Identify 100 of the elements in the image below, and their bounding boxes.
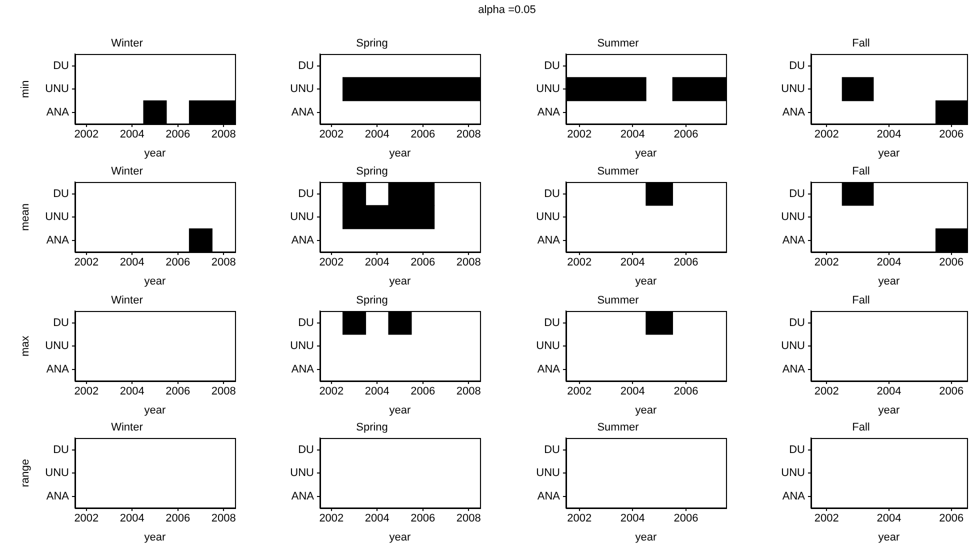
x-tick-label: 2006 xyxy=(939,386,964,398)
x-tick-label: 2008 xyxy=(211,256,236,269)
chart-title: Winter xyxy=(111,166,144,178)
x-tick-label: 2006 xyxy=(674,386,698,398)
y-tick-label: ANA xyxy=(291,363,315,376)
x-tick-label: 2004 xyxy=(364,512,390,525)
x-axis-title: year xyxy=(878,275,900,288)
x-tick-label: 2004 xyxy=(120,512,144,525)
y-tick-label: ANA xyxy=(46,106,70,118)
x-tick-label: 2004 xyxy=(876,512,902,525)
y-tick-label: DU xyxy=(53,188,70,200)
x-tick-label: 2008 xyxy=(456,256,481,269)
x-tick-label: 2006 xyxy=(166,256,190,269)
x-tick-label: 2002 xyxy=(814,386,839,398)
x-tick-label: 2006 xyxy=(674,256,698,269)
x-tick-label: 2004 xyxy=(120,128,144,141)
chart-title: Fall xyxy=(852,294,870,307)
y-tick-label: UNU xyxy=(290,83,314,96)
x-tick-label: 2008 xyxy=(456,386,481,398)
y-tick-label: ANA xyxy=(291,490,315,502)
x-tick-label: 2002 xyxy=(74,512,99,525)
y-tick-label: ANA xyxy=(537,490,561,502)
y-tick-label: DU xyxy=(53,60,70,72)
y-tick-label: ANA xyxy=(782,106,806,118)
chart-title: Spring xyxy=(356,422,388,434)
chart-title: Spring xyxy=(356,166,388,178)
y-tick-label: ANA xyxy=(782,363,806,376)
x-tick-label: 2006 xyxy=(939,512,964,525)
x-tick-label: 2004 xyxy=(364,256,390,269)
chart-title: Summer xyxy=(597,166,640,178)
y-tick-label: UNU xyxy=(290,211,314,224)
y-tick-label: DU xyxy=(298,316,314,329)
y-tick-label: DU xyxy=(544,60,560,72)
y-tick-label: DU xyxy=(544,444,560,456)
x-tick-label: 2002 xyxy=(567,128,592,141)
x-tick-label: 2006 xyxy=(939,128,964,141)
x-tick-label: 2004 xyxy=(120,386,144,398)
y-tick-label: ANA xyxy=(291,234,315,246)
y-tick-label: ANA xyxy=(291,106,315,118)
x-tick-label: 2008 xyxy=(456,128,481,141)
y-tick-label: UNU xyxy=(781,211,806,224)
y-tick-label: DU xyxy=(789,188,806,200)
text: alpha =0.05 xyxy=(477,4,537,16)
x-tick-label: 2006 xyxy=(166,386,190,398)
x-tick-label: 2002 xyxy=(74,256,99,269)
x-axis-title: year xyxy=(389,404,412,416)
x-tick-label: 2002 xyxy=(74,128,99,141)
x-axis-title: year xyxy=(878,404,900,416)
y-tick-label: UNU xyxy=(45,467,70,480)
x-axis-title: year xyxy=(389,275,412,288)
x-axis-title: year xyxy=(144,404,166,416)
y-tick-label: UNU xyxy=(536,467,560,480)
x-tick-label: 2006 xyxy=(410,128,436,141)
x-axis-title: year xyxy=(635,531,658,544)
x-tick-label: 2006 xyxy=(410,386,436,398)
x-tick-label: 2002 xyxy=(319,256,344,269)
y-tick-label: DU xyxy=(544,188,560,200)
x-axis-title: year xyxy=(878,147,900,160)
y-axis-title: range xyxy=(20,459,32,488)
x-tick-label: 2008 xyxy=(211,386,236,398)
x-tick-label: 2002 xyxy=(814,256,839,269)
chart-title: Spring xyxy=(356,294,388,307)
y-axis-title: max xyxy=(20,335,32,356)
y-tick-label: ANA xyxy=(782,490,806,502)
y-tick-label: UNU xyxy=(45,83,70,96)
y-tick-label: ANA xyxy=(46,490,70,502)
y-tick-label: UNU xyxy=(45,211,70,224)
chart-title: Winter xyxy=(111,294,144,307)
x-tick-label: 2008 xyxy=(211,512,236,525)
x-tick-label: 2006 xyxy=(674,128,698,141)
x-axis-title: year xyxy=(144,275,166,288)
x-tick-label: 2004 xyxy=(876,128,902,141)
x-tick-label: 2002 xyxy=(814,512,839,525)
x-tick-label: 2004 xyxy=(876,386,902,398)
y-tick-label: DU xyxy=(789,444,806,456)
chart-title: Summer xyxy=(597,422,640,434)
x-tick-label: 2006 xyxy=(410,512,436,525)
x-tick-label: 2002 xyxy=(814,128,839,141)
y-tick-label: UNU xyxy=(536,340,560,352)
x-tick-label: 2004 xyxy=(620,386,645,398)
x-axis-title: year xyxy=(635,404,658,416)
x-tick-label: 2002 xyxy=(74,386,99,398)
x-tick-label: 2004 xyxy=(620,512,645,525)
y-tick-label: UNU xyxy=(781,83,806,96)
y-tick-label: DU xyxy=(298,188,314,200)
x-tick-label: 2004 xyxy=(364,386,390,398)
x-tick-label: 2006 xyxy=(166,512,190,525)
y-tick-label: UNU xyxy=(781,467,806,480)
x-tick-label: 2004 xyxy=(620,128,645,141)
x-tick-label: 2004 xyxy=(876,256,902,269)
y-tick-label: UNU xyxy=(536,83,560,96)
y-tick-label: DU xyxy=(544,316,560,329)
x-tick-label: 2008 xyxy=(211,128,236,141)
x-tick-label: 2004 xyxy=(620,256,645,269)
x-tick-label: 2006 xyxy=(939,256,964,269)
y-tick-label: UNU xyxy=(290,467,314,480)
y-tick-label: DU xyxy=(53,316,70,329)
chart-title: Fall xyxy=(852,38,870,50)
x-axis-title: year xyxy=(144,147,166,160)
x-axis-title: year xyxy=(635,275,658,288)
